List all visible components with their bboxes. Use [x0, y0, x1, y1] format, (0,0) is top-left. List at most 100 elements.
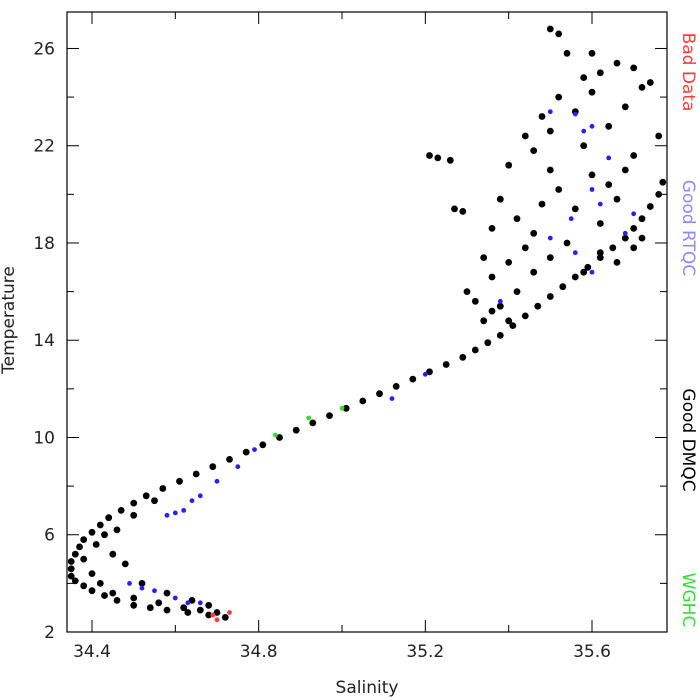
point-wghc [272, 432, 278, 438]
point-good-dmqc [130, 594, 138, 602]
point-good-rtqc [589, 123, 595, 129]
point-good-rtqc [189, 498, 195, 504]
plot-area [67, 25, 667, 623]
point-good-dmqc [496, 302, 504, 310]
point-wghc [339, 405, 345, 411]
point-good-dmqc [538, 113, 546, 120]
point-good-dmqc [226, 456, 233, 463]
point-good-dmqc [613, 59, 621, 67]
point-good-rtqc [152, 588, 157, 594]
point-good-dmqc [488, 273, 496, 281]
point-good-dmqc [71, 550, 79, 558]
x-tick-label: 34.4 [73, 642, 111, 662]
point-good-dmqc [571, 205, 579, 213]
point-good-dmqc [588, 49, 596, 57]
point-good-dmqc [638, 215, 646, 223]
point-good-dmqc [630, 152, 638, 159]
point-good-dmqc [555, 186, 563, 193]
point-good-rtqc [497, 298, 503, 304]
point-good-dmqc [80, 536, 88, 543]
point-good-rtqc [181, 508, 187, 513]
point-good-rtqc [197, 493, 203, 499]
point-good-dmqc [613, 259, 621, 266]
point-good-dmqc [555, 93, 563, 101]
point-bad-data [214, 617, 220, 623]
point-good-dmqc [463, 288, 471, 295]
point-good-dmqc [534, 302, 542, 310]
point-good-dmqc [163, 606, 171, 614]
point-good-dmqc [196, 606, 204, 614]
point-good-rtqc [581, 128, 587, 134]
point-good-dmqc [205, 601, 213, 609]
point-good-dmqc [130, 499, 138, 507]
point-good-dmqc [151, 497, 158, 505]
y-tick-label: 10 [33, 428, 55, 448]
point-good-dmqc [155, 599, 163, 607]
point-good-dmqc [92, 541, 100, 548]
legend-entry-good-dmqc: Good DMQC [678, 388, 698, 491]
point-good-dmqc [613, 195, 621, 203]
point-good-dmqc [546, 127, 554, 135]
point-good-dmqc [596, 254, 604, 261]
point-good-dmqc [138, 580, 146, 587]
point-good-rtqc [606, 155, 612, 161]
point-good-dmqc [67, 558, 75, 565]
point-good-dmqc [188, 597, 196, 604]
point-good-dmqc [159, 485, 167, 492]
point-good-dmqc [596, 69, 604, 77]
point-good-rtqc [172, 510, 178, 516]
point-good-dmqc [605, 122, 613, 130]
point-good-rtqc [547, 235, 553, 241]
point-good-dmqc [76, 543, 83, 551]
point-good-dmqc [459, 208, 467, 215]
point-good-rtqc [235, 464, 241, 470]
point-good-dmqc [638, 84, 646, 91]
legend-entry-bad-data: Bad Data [678, 33, 698, 112]
point-good-dmqc [496, 332, 504, 339]
point-good-dmqc [426, 152, 433, 159]
point-good-dmqc [392, 383, 400, 390]
y-tick-label: 2 [44, 623, 55, 643]
point-good-dmqc [580, 74, 588, 81]
y-tick-label: 6 [44, 526, 55, 546]
point-good-dmqc [563, 239, 571, 247]
plot-frame [66, 11, 668, 633]
point-good-dmqc [630, 64, 638, 72]
point-good-dmqc [484, 339, 492, 347]
y-tick-label: 18 [33, 234, 55, 254]
y-axis-title: Temperature [0, 266, 19, 375]
point-good-rtqc [422, 371, 428, 377]
point-good-dmqc [584, 263, 592, 271]
point-good-dmqc [596, 220, 604, 227]
point-good-dmqc [446, 156, 454, 164]
point-good-dmqc [471, 297, 479, 305]
point-good-rtqc [389, 396, 395, 401]
point-good-rtqc [214, 478, 220, 484]
x-axis-title: Salinity [336, 678, 399, 698]
point-good-dmqc [546, 166, 554, 174]
point-good-dmqc [580, 268, 588, 276]
point-good-dmqc [488, 225, 496, 232]
point-good-dmqc [80, 555, 88, 563]
point-good-rtqc [572, 250, 578, 256]
point-good-dmqc [559, 283, 567, 291]
point-good-dmqc [163, 589, 171, 597]
legend-entry-good-rtqc: Good RTQC [678, 180, 698, 276]
point-good-dmqc [101, 531, 108, 539]
point-good-dmqc [409, 375, 417, 383]
y-tick-label: 22 [33, 137, 55, 157]
legend: Bad Data Good RTQC Good DMQC WGHC [678, 33, 698, 628]
point-good-dmqc [67, 572, 75, 580]
point-good-rtqc [197, 600, 203, 606]
point-good-dmqc [88, 528, 96, 536]
point-good-dmqc [113, 526, 121, 534]
point-good-dmqc [109, 589, 117, 597]
point-good-dmqc [530, 147, 538, 155]
point-good-dmqc [530, 229, 538, 237]
legend-entry-wghc: WGHC [678, 573, 698, 628]
point-good-dmqc [521, 132, 529, 140]
point-good-dmqc [571, 273, 579, 281]
point-good-dmqc [130, 511, 138, 519]
point-good-dmqc [342, 404, 350, 412]
